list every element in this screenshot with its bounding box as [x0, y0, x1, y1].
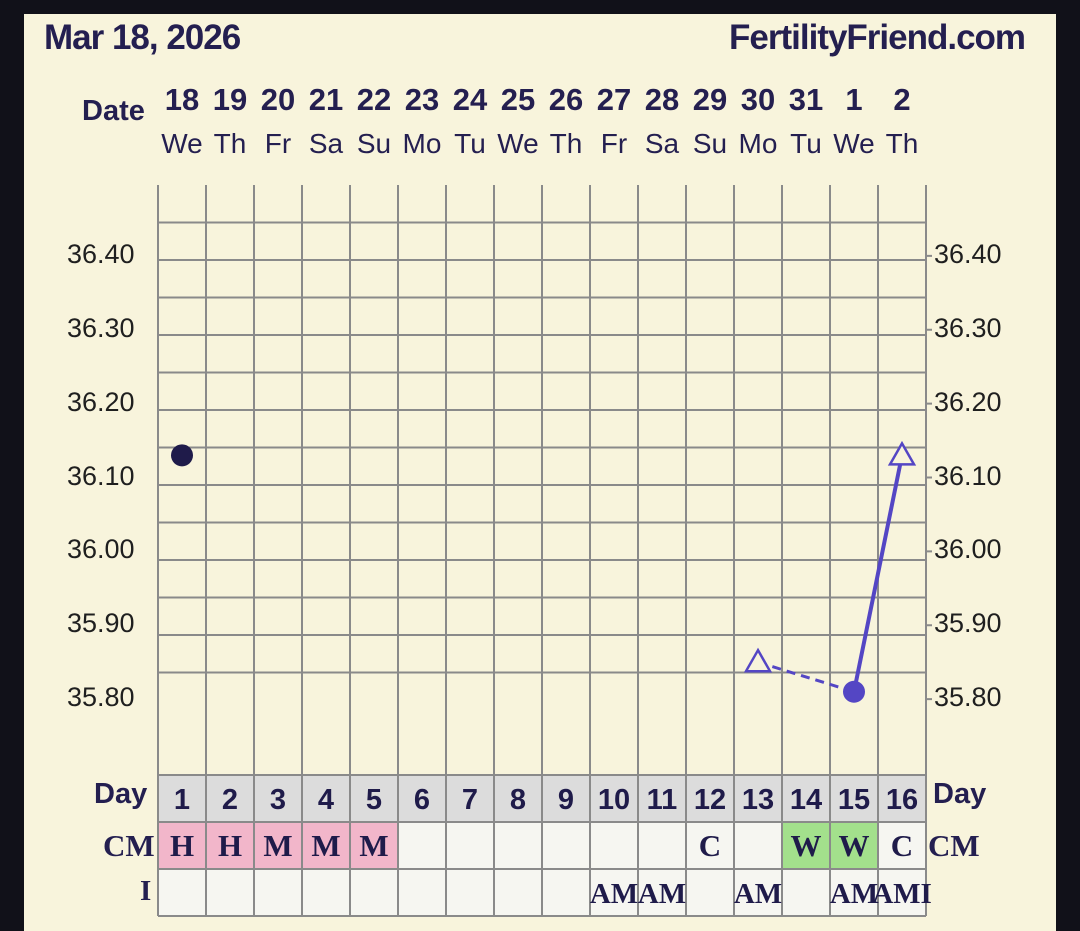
y-tick-label: 36.30 [67, 312, 135, 343]
day-number: 14 [790, 784, 822, 816]
y-tick-label: 36.40 [67, 238, 135, 269]
date-label: 25 [500, 82, 536, 117]
date-label: 1 [845, 82, 863, 117]
cm-cell-fill [830, 822, 878, 869]
day-number: 12 [694, 784, 726, 816]
date-label: 27 [596, 82, 632, 117]
weekday-label: Tu [454, 128, 486, 159]
y-tick-label: 36.00 [67, 534, 135, 565]
day-number: 10 [598, 784, 630, 816]
y-tick-label: 36.10 [67, 460, 135, 491]
y-tick-label: 36.00 [934, 534, 1002, 565]
intercourse-value: AM [638, 878, 686, 910]
weekday-label: Sa [644, 128, 680, 159]
date-label: 22 [356, 82, 392, 117]
y-tick-label: 35.90 [67, 608, 135, 639]
date-label: 2 [893, 82, 911, 117]
y-tick-label: 36.20 [67, 386, 135, 417]
cm-value: M [263, 828, 292, 863]
intercourse-value: AMI [872, 878, 932, 910]
cm-cell-fill [254, 822, 302, 869]
cm-cell-fill [302, 822, 350, 869]
cm-cell-fill [782, 822, 830, 869]
temp-point [171, 444, 193, 467]
intercourse-value: AM [734, 878, 782, 910]
cm-row-label-right: CM [928, 828, 980, 863]
weekday-label: Su [692, 128, 728, 159]
day-number: 15 [838, 784, 870, 816]
day-number: 5 [366, 784, 382, 816]
day-number: 4 [318, 784, 334, 816]
date-label: 28 [644, 82, 680, 117]
day-number: 6 [414, 784, 430, 816]
date-label: 24 [452, 82, 488, 117]
date-label: 26 [548, 82, 584, 117]
weekday-label: Mo [402, 128, 442, 159]
day-number: 8 [510, 784, 526, 816]
weekday-label: Mo [738, 128, 778, 159]
day-number: 11 [647, 784, 678, 816]
y-tick-label: 36.20 [934, 386, 1002, 417]
weekday-label: Fr [600, 128, 628, 159]
y-tick-label: 36.30 [934, 312, 1002, 343]
temp-point [843, 680, 865, 703]
weekday-label: We [497, 128, 539, 159]
day-row-label-right: Day [933, 778, 987, 810]
temp-line [757, 660, 855, 694]
weekday-label: Th [549, 128, 583, 159]
cm-value: W [791, 828, 822, 863]
temp-point-triangle [743, 647, 773, 673]
y-tick-label: 35.80 [67, 682, 135, 713]
date-label: 30 [740, 82, 776, 117]
site-name[interactable]: FertilityFriend.com [729, 18, 1026, 57]
temp-point-triangle [887, 440, 917, 466]
cm-row-label: CM [103, 828, 155, 863]
day-number: 1 [174, 784, 190, 816]
cm-value: M [359, 828, 388, 863]
day-number: 16 [886, 784, 918, 816]
intercourse-value: AM [590, 878, 638, 910]
date-label: 29 [692, 82, 728, 117]
cm-value: C [891, 828, 913, 863]
day-number: 9 [558, 784, 574, 816]
weekday-label: Th [885, 128, 919, 159]
weekday-label: We [833, 128, 875, 159]
day-number: 13 [742, 784, 774, 816]
weekday-label: Su [356, 128, 392, 159]
y-tick-label: 35.80 [934, 682, 1002, 713]
date-label: 31 [788, 82, 824, 117]
date-label: 21 [308, 82, 344, 117]
cm-value: C [699, 828, 721, 863]
day-number: 7 [462, 784, 478, 816]
cm-cell-fill [206, 822, 254, 869]
weekday-label: We [161, 128, 203, 159]
chart-date: Mar 18, 2026 [44, 18, 241, 57]
cm-value: W [839, 828, 870, 863]
weekday-label: Tu [790, 128, 822, 159]
y-tick-label: 36.10 [934, 460, 1002, 491]
weekday-label: Sa [308, 128, 344, 159]
date-row-label: Date [82, 95, 145, 127]
date-label: 23 [404, 82, 440, 117]
cm-cell-fill [350, 822, 398, 869]
date-label: 18 [164, 82, 200, 117]
cm-value: H [218, 828, 242, 863]
cm-value: M [311, 828, 340, 863]
y-tick-label: 36.40 [934, 238, 1002, 269]
date-label: 19 [212, 82, 248, 117]
y-tick-label: 35.90 [934, 608, 1002, 639]
temp-line [852, 454, 904, 693]
intercourse-row-label: I [140, 875, 152, 907]
day-number: 2 [222, 784, 238, 816]
cm-value: H [170, 828, 194, 863]
date-label: 20 [260, 82, 296, 117]
weekday-label: Th [213, 128, 247, 159]
day-row-label: Day [94, 778, 148, 810]
day-number: 3 [270, 784, 286, 816]
intercourse-value: AM [830, 878, 878, 910]
cm-cell-fill [158, 822, 206, 869]
weekday-label: Fr [264, 128, 292, 159]
